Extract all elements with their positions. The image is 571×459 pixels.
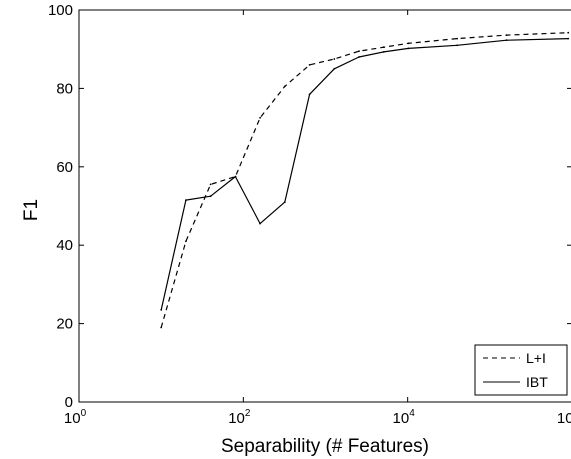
data-point	[209, 183, 212, 186]
data-point	[567, 31, 570, 34]
data-point	[358, 50, 360, 53]
legend-label-ibt: IBT	[526, 374, 548, 390]
data-point	[259, 116, 261, 119]
y-tick-label: 0	[65, 394, 73, 411]
data-point	[456, 37, 458, 40]
data-point	[505, 34, 508, 36]
y-axis-label: F1	[21, 199, 42, 221]
series-layer	[160, 31, 570, 329]
data-point	[407, 47, 410, 50]
data-point	[358, 56, 360, 58]
data-point	[382, 46, 385, 49]
x-tick-label: 102	[228, 408, 251, 427]
series-line-li	[160, 32, 569, 328]
series-line-ibt	[160, 38, 569, 311]
x-axis-label: Separability (# Features)	[221, 436, 429, 457]
legend-box	[474, 344, 568, 396]
x-axis-ticks: 100 102 104 106	[64, 10, 571, 427]
data-point	[283, 85, 286, 88]
data-point	[283, 201, 286, 204]
data-point	[567, 37, 570, 40]
data-point	[382, 51, 385, 53]
legend: L+I IBT	[474, 344, 568, 396]
data-point	[234, 175, 237, 178]
data-point	[209, 195, 212, 198]
data-point	[333, 58, 336, 60]
data-point	[185, 240, 187, 243]
y-tick-label: 40	[56, 237, 73, 254]
data-point	[333, 67, 336, 70]
y-axis-ticks: 0 20 40 60 80 100	[48, 2, 571, 411]
data-point	[160, 309, 163, 311]
y-tick-label: 20	[56, 316, 73, 333]
data-point	[456, 44, 458, 47]
data-point	[505, 39, 508, 42]
data-point	[308, 64, 311, 66]
x-tick-label: 100	[64, 408, 87, 427]
data-point	[407, 42, 410, 45]
x-tick-label: 106	[557, 408, 571, 427]
y-tick-label: 60	[56, 159, 73, 176]
legend-label-li: L+I	[526, 350, 546, 366]
y-tick-label: 80	[56, 80, 73, 97]
data-point	[259, 222, 261, 225]
y-tick-label: 100	[48, 2, 73, 19]
data-point	[160, 326, 163, 329]
plot-area	[78, 9, 571, 403]
data-point	[185, 199, 187, 202]
x-tick-label: 104	[393, 408, 416, 427]
data-point	[308, 93, 311, 96]
